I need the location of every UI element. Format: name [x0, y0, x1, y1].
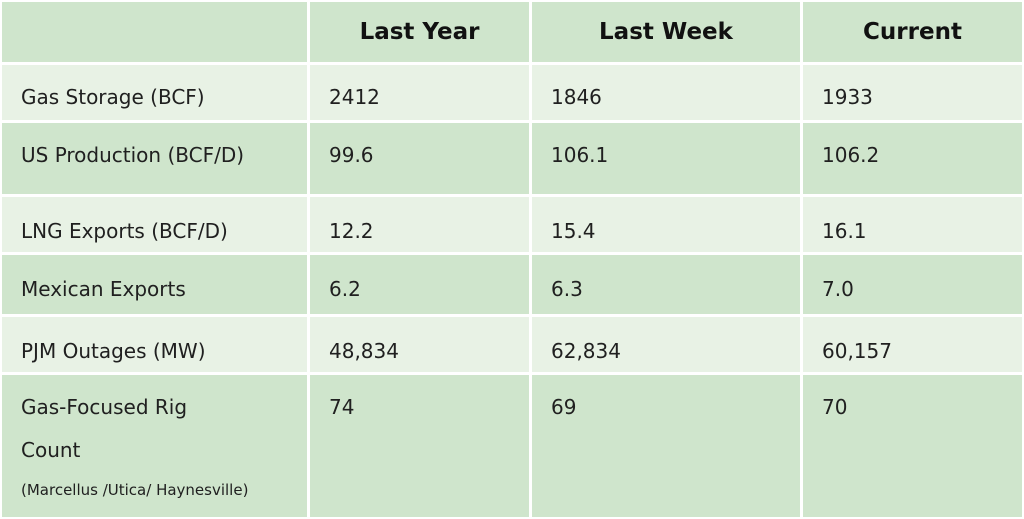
cell-last-week: 69 [532, 375, 800, 517]
cell-last-year: 6.2 [310, 255, 529, 314]
cell-last-year: 74 [310, 375, 529, 517]
row-label: Gas-Focused Rig Count (Marcellus /Utica/… [2, 375, 307, 517]
cell-last-week: 62,834 [532, 317, 800, 372]
cell-current: 1933 [803, 65, 1022, 120]
cell-last-year: 99.6 [310, 123, 529, 194]
cell-current: 16.1 [803, 197, 1022, 252]
cell-last-year: 2412 [310, 65, 529, 120]
row-label: LNG Exports (BCF/D) [2, 197, 307, 252]
cell-last-year: 12.2 [310, 197, 529, 252]
row-label-line2: Count [21, 438, 81, 462]
row-label: Gas Storage (BCF) [2, 65, 307, 120]
cell-current: 70 [803, 375, 1022, 517]
header-current: Current [803, 2, 1022, 62]
row-label: PJM Outages (MW) [2, 317, 307, 372]
row-label: Mexican Exports [2, 255, 307, 314]
cell-last-week: 1846 [532, 65, 800, 120]
cell-last-week: 15.4 [532, 197, 800, 252]
cell-last-year: 48,834 [310, 317, 529, 372]
row-label: US Production (BCF/D) [2, 123, 307, 194]
header-last-week: Last Week [532, 2, 800, 62]
header-last-year: Last Year [310, 2, 529, 62]
cell-last-week: 106.1 [532, 123, 800, 194]
cell-current: 106.2 [803, 123, 1022, 194]
cell-current: 7.0 [803, 255, 1022, 314]
header-empty-cell [2, 2, 307, 62]
cell-last-week: 6.3 [532, 255, 800, 314]
cell-current: 60,157 [803, 317, 1022, 372]
row-label-line1: Gas-Focused Rig [21, 395, 188, 419]
row-label-note: (Marcellus /Utica/ Haynesville) [21, 481, 249, 499]
